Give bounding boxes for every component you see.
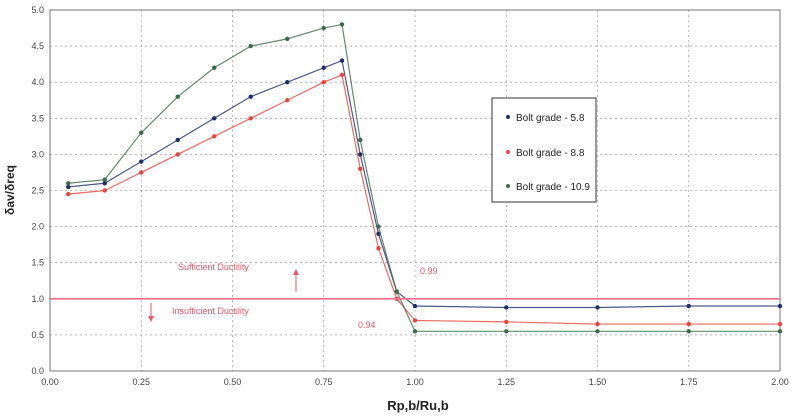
data-point [285, 80, 290, 85]
data-point [175, 94, 180, 99]
data-point [248, 116, 253, 121]
data-point [102, 181, 107, 186]
x-tick-label: 1.25 [497, 377, 515, 387]
value-label-upper: 0.99 [420, 266, 438, 276]
legend-marker-8-8 [506, 150, 510, 154]
data-point [248, 94, 253, 99]
data-point [102, 188, 107, 193]
data-point [321, 25, 326, 31]
data-point [686, 321, 691, 327]
series-line [68, 23, 780, 332]
x-tick-label: 0.50 [224, 377, 242, 387]
data-point [66, 191, 71, 197]
y-tick-label: 4.0 [31, 77, 44, 87]
data-point [339, 58, 345, 63]
data-point [595, 329, 600, 334]
data-point [339, 72, 345, 78]
insufficient-ductility-label: Insufficient Ductility [172, 306, 249, 316]
y-tick-label: 0.0 [31, 366, 44, 376]
grid-lines [50, 10, 780, 371]
legend-marker-5-8 [506, 115, 510, 119]
data-point [175, 137, 180, 143]
x-tick-label: 2.00 [771, 377, 789, 387]
sufficient-ductility-label: Sufficient Ductility [178, 262, 249, 272]
legend-label-10-9: Bolt grade - 10.9 [516, 182, 590, 193]
y-axis-ticks: 0.0 0.5 1.0 1.5 2.0 2.5 3.0 3.5 4.0 4.5 5.0 [31, 5, 44, 376]
data-point [139, 159, 144, 164]
data-point [358, 166, 363, 172]
x-tick-label: 0.00 [41, 377, 59, 387]
value-label-lower: 0.94 [358, 320, 376, 330]
x-axis-ticks: 0.00 0.25 0.50 0.75 1.00 1.25 1.50 1.75 2.00 [41, 377, 789, 387]
data-point [339, 22, 345, 27]
data-point [358, 152, 363, 157]
x-tick-label: 0.25 [132, 377, 150, 387]
y-tick-label: 1.0 [31, 294, 44, 304]
data-point [358, 137, 363, 143]
y-tick-label: 2.0 [31, 222, 44, 232]
data-point [212, 134, 217, 139]
data-point [285, 98, 290, 103]
y-axis-title: δav/δreq [3, 165, 17, 215]
data-point [175, 152, 180, 157]
y-tick-label: 3.5 [31, 113, 44, 123]
data-point [212, 65, 217, 70]
data-point [686, 329, 691, 334]
data-point [376, 224, 381, 229]
data-point [504, 319, 509, 325]
y-tick-label: 0.5 [31, 330, 44, 340]
data-point [102, 177, 107, 182]
x-tick-label: 0.75 [315, 377, 333, 387]
data-point [66, 181, 71, 186]
data-point [394, 289, 399, 294]
data-point [504, 305, 509, 310]
down-arrow-icon [148, 316, 154, 322]
data-marks [66, 22, 783, 334]
y-tick-label: 3.0 [31, 149, 44, 159]
data-point [504, 329, 509, 334]
data-point [412, 329, 418, 334]
series-line [68, 74, 780, 325]
plot-border [49, 9, 781, 372]
data-point [139, 170, 144, 175]
y-tick-label: 2.5 [31, 186, 44, 196]
data-point [595, 321, 600, 327]
data-point [139, 130, 144, 135]
data-point [376, 246, 381, 251]
y-tick-label: 5.0 [31, 5, 44, 15]
data-point [321, 80, 326, 85]
y-tick-label: 4.5 [31, 41, 44, 51]
up-arrow-icon [293, 269, 299, 275]
x-tick-label: 1.00 [406, 377, 424, 387]
data-point [777, 329, 783, 334]
legend-marker-10-9 [506, 184, 510, 188]
legend-label-8-8: Bolt grade - 8.8 [516, 148, 585, 159]
data-point [248, 43, 253, 49]
data-point [686, 303, 691, 309]
legend: Bolt grade - 5.8 Bolt grade - 8.8 Bolt g… [491, 97, 597, 203]
data-point [777, 303, 783, 309]
data-point [321, 65, 326, 70]
x-axis-title: Rp,b/Ru,b [387, 398, 448, 413]
data-point [412, 318, 418, 323]
data-point [66, 184, 71, 190]
data-point [595, 305, 600, 310]
legend-label-5-8: Bolt grade - 5.8 [516, 113, 585, 124]
x-tick-label: 1.75 [680, 377, 698, 387]
data-point [412, 303, 418, 309]
data-point [777, 321, 783, 327]
data-point [212, 116, 217, 121]
y-tick-label: 1.5 [31, 258, 44, 268]
data-point [285, 36, 290, 42]
x-tick-label: 1.50 [589, 377, 607, 387]
plot-frame [49, 9, 781, 372]
